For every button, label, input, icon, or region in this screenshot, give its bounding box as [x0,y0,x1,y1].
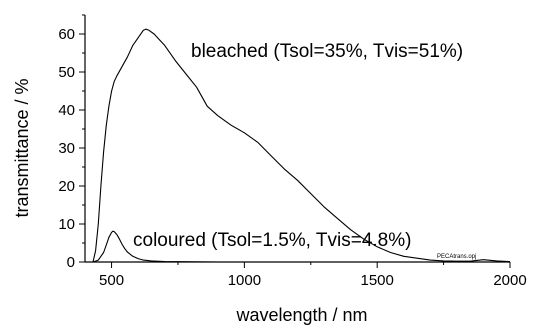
plot-area [92,28,511,263]
y-axis-title: transmittance / % [12,78,32,217]
y-tick-label: 20 [58,178,75,195]
axes: 0 10 20 30 40 50 60 500 1000 1500 2000 [58,14,527,289]
y-tick-label: 40 [58,102,75,119]
y-tick-label: 50 [58,64,75,81]
annotation-bleached: bleached (Tsol=35%, Tvis=51%) [191,41,463,62]
y-tick-label: 30 [58,140,75,157]
file-name-note: PECAtrans.opj [437,254,476,260]
x-tick-label: 500 [99,272,124,289]
y-tick-label: 10 [58,216,75,233]
bleached-spectrum-line [92,28,511,263]
y-tick-label: 60 [58,26,75,43]
annotation-coloured: coloured (Tsol=1.5%, Tvis=4.8%) [133,230,411,251]
x-tick-label: 1000 [228,272,261,289]
x-tick-label: 1500 [361,272,394,289]
x-tick-label: 2000 [493,272,526,289]
y-tick-label: 0 [67,254,75,271]
x-axis-title: wavelength / nm [235,305,367,325]
